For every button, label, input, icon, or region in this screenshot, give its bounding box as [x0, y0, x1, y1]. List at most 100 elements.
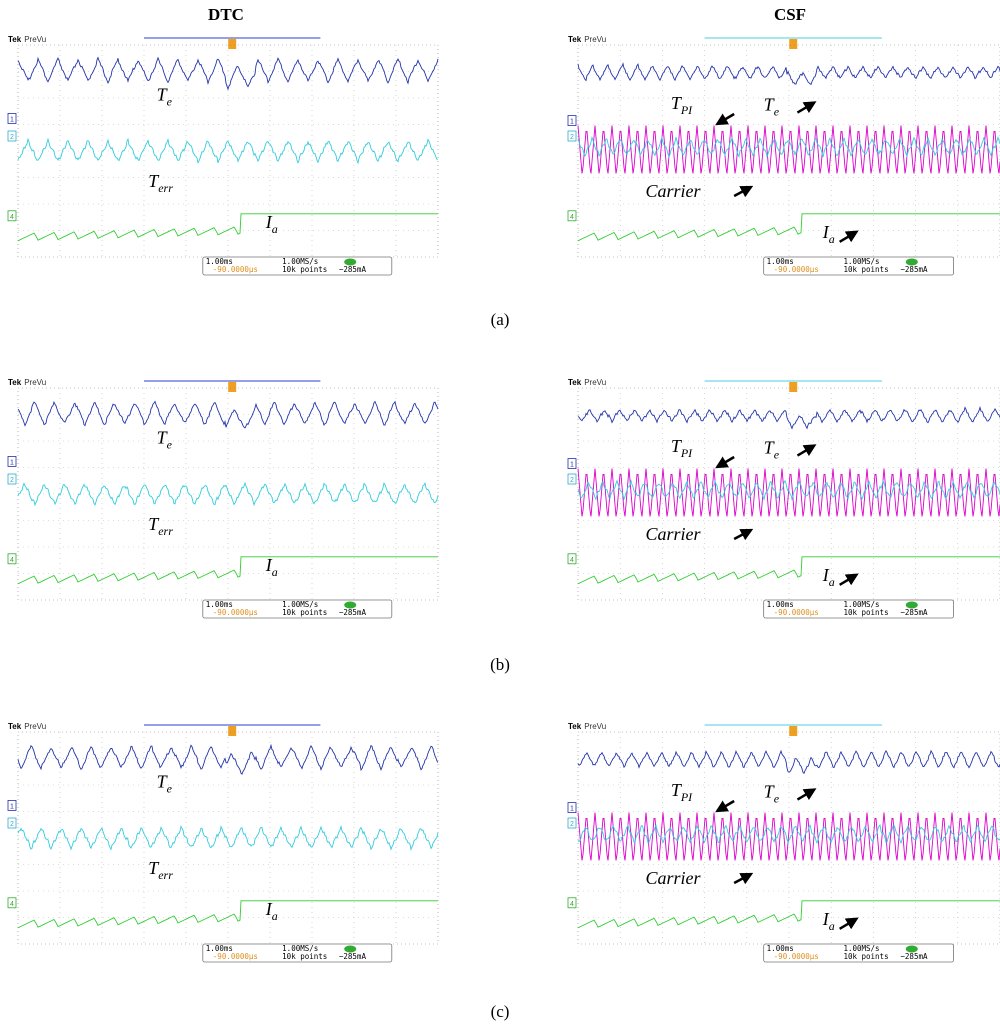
brand: Tek	[8, 35, 22, 44]
brand: Tek	[568, 378, 582, 387]
trace	[578, 557, 1000, 584]
trace	[578, 126, 1000, 174]
trace	[578, 813, 1000, 861]
signal-label: TPI	[671, 780, 693, 804]
trigger-position: -90.0000µs	[774, 265, 819, 274]
trigger-level: −285mA	[339, 265, 367, 274]
signal-label: Carrier	[646, 181, 702, 201]
arrow	[734, 530, 751, 539]
signal-label: Te	[764, 95, 780, 119]
trigger-marker	[228, 39, 236, 49]
signal-label: Terr	[148, 514, 173, 538]
trace	[578, 408, 1000, 429]
channel-number: 2	[10, 134, 14, 141]
trace	[578, 214, 1000, 241]
channel-number: 2	[570, 477, 574, 484]
column-header: DTC	[208, 5, 244, 24]
signal-label: Te	[157, 427, 173, 451]
signal-subscript: PI	[680, 790, 693, 804]
trigger-position: -90.0000µs	[213, 952, 258, 961]
record-length: 10k points	[843, 265, 888, 274]
trace	[578, 469, 1000, 517]
trigger-marker	[228, 726, 236, 736]
trace	[18, 745, 438, 774]
signal-subscript: err	[158, 181, 173, 195]
signal-subscript: err	[158, 868, 173, 882]
arrow	[797, 446, 814, 456]
trigger-level: −285mA	[900, 608, 928, 617]
record-length: 10k points	[843, 952, 888, 961]
channel-number: 4	[10, 901, 14, 908]
channel-number: 2	[10, 477, 14, 484]
trigger-position: -90.0000µs	[213, 608, 258, 617]
signal-label: Te	[157, 84, 173, 108]
channel-number: 2	[10, 821, 14, 828]
oscilloscope-screen: TekPreVu1241.00ms1.00MS/s-90.0000µs10k p…	[8, 378, 438, 618]
signal-subscript: a	[272, 565, 278, 579]
trigger-marker	[228, 382, 236, 392]
signal-subscript: e	[167, 781, 173, 795]
trigger-level: −285mA	[900, 952, 928, 961]
channel-number: 1	[570, 806, 574, 813]
signal-label: Te	[764, 438, 780, 462]
arrow	[717, 457, 734, 467]
mode: PreVu	[24, 378, 46, 387]
signal-label: Ia	[822, 565, 835, 589]
channel-number: 4	[570, 901, 574, 908]
signal-subscript: e	[167, 94, 173, 108]
trigger-level: −285mA	[339, 952, 367, 961]
column-header: CSF	[774, 5, 806, 24]
trace	[578, 901, 1000, 928]
panel-label: (c)	[491, 1002, 510, 1021]
mode: PreVu	[24, 35, 46, 44]
arrow	[734, 874, 751, 883]
signal-subscript: a	[829, 575, 835, 589]
signal-label: Te	[764, 782, 780, 806]
brand: Tek	[8, 722, 22, 731]
signal-label: Ia	[822, 909, 835, 933]
arrow	[797, 103, 814, 113]
figure: DTC CSF TekPreVu1241.00ms1.00MS/s-90.000…	[0, 0, 1000, 1031]
signal-label: Terr	[148, 858, 173, 882]
channel-number: 4	[570, 214, 574, 221]
oscilloscope-screen: TekPreVu1241.00ms1.00MS/s-90.0000µs10k p…	[8, 722, 438, 962]
channel-number: 1	[570, 119, 574, 126]
channel-number: 1	[10, 803, 14, 810]
channel-number: 2	[570, 821, 574, 828]
arrow	[734, 187, 751, 196]
trigger-marker	[789, 39, 797, 49]
signal-subscript: e	[774, 105, 780, 119]
channel-number: 4	[570, 557, 574, 564]
signal-label: TPI	[671, 93, 693, 117]
channel-number: 4	[10, 557, 14, 564]
mode: PreVu	[584, 722, 606, 731]
brand: Tek	[8, 378, 22, 387]
signal-label: Carrier	[646, 524, 702, 544]
signal-subscript: PI	[680, 446, 693, 460]
trigger-marker	[789, 726, 797, 736]
signal-label: Te	[157, 771, 173, 795]
signal-subscript: e	[167, 437, 173, 451]
signal-subscript: a	[829, 919, 835, 933]
signal-subscript: a	[829, 232, 835, 246]
signal-label: Ia	[265, 212, 278, 236]
trace	[578, 64, 1000, 85]
signal-label: Ia	[822, 222, 835, 246]
panel-label: (a)	[491, 310, 510, 329]
panel-label: (b)	[490, 655, 510, 674]
trace	[18, 58, 438, 90]
signal-subscript: e	[774, 448, 780, 462]
arrow	[840, 232, 857, 242]
record-length: 10k points	[843, 608, 888, 617]
record-length: 10k points	[282, 952, 327, 961]
trace	[18, 214, 438, 241]
signal-subscript: PI	[680, 103, 693, 117]
channel-number: 1	[10, 116, 14, 123]
signal-subscript: a	[272, 222, 278, 236]
